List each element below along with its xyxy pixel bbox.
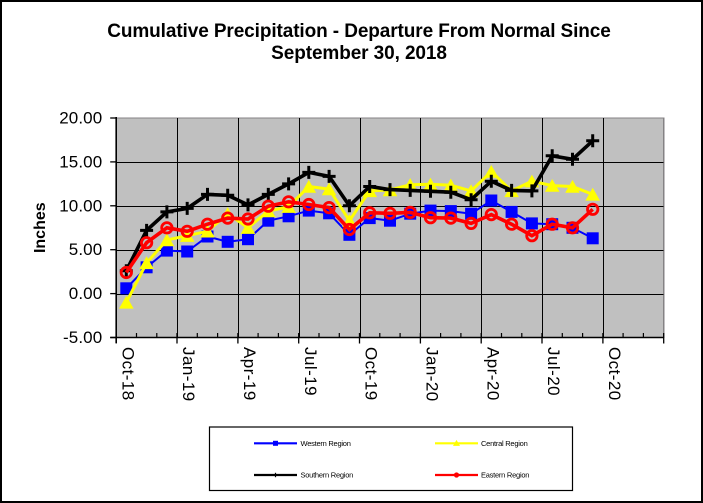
svg-text:Oct-18: Oct-18: [118, 347, 137, 401]
svg-text:5.00: 5.00: [69, 240, 103, 259]
svg-text:Apr-19: Apr-19: [240, 347, 259, 401]
svg-text:Jan-19: Jan-19: [179, 347, 198, 402]
svg-text:Inches: Inches: [32, 202, 49, 253]
svg-text:Southern Region: Southern Region: [301, 471, 354, 480]
svg-text:0.00: 0.00: [69, 284, 103, 303]
svg-text:10.00: 10.00: [59, 196, 102, 215]
svg-text:Western Region: Western Region: [301, 439, 351, 448]
svg-text:September 30, 2018: September 30, 2018: [271, 43, 447, 64]
svg-text:Central Region: Central Region: [481, 439, 528, 448]
svg-text:Oct-19: Oct-19: [362, 347, 381, 401]
svg-text:20.00: 20.00: [59, 109, 102, 128]
svg-text:Oct-20: Oct-20: [605, 347, 624, 401]
svg-text:15.00: 15.00: [59, 152, 102, 171]
svg-text:Jul-19: Jul-19: [301, 347, 320, 396]
svg-text:Cumulative Precipitation - Dep: Cumulative Precipitation - Departure Fro…: [107, 21, 611, 42]
svg-text:Jul-20: Jul-20: [544, 347, 563, 396]
svg-text:-5.00: -5.00: [63, 328, 102, 347]
svg-text:Eastern Region: Eastern Region: [481, 471, 529, 480]
svg-text:Jan-20: Jan-20: [423, 347, 442, 402]
svg-text:Apr-20: Apr-20: [483, 347, 502, 401]
